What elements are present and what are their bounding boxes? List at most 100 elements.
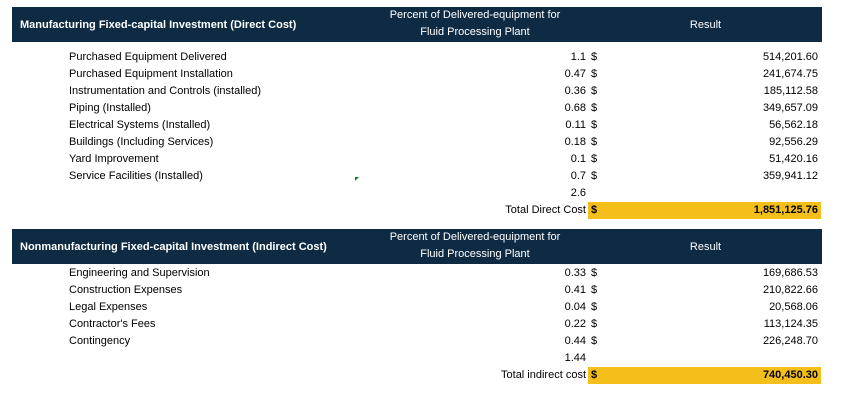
result-value: 359,941.12 — [762, 170, 818, 182]
cost-item-name[interactable]: Legal Expenses — [69, 301, 148, 313]
result-cell[interactable]: $226,248.70 — [588, 333, 821, 350]
result-cell[interactable]: $349,657.09 — [588, 100, 821, 117]
direct-total-label: Total Direct Cost — [505, 204, 586, 216]
table-row: Service Facilities (Installed) 0.7 $359,94… — [12, 168, 822, 185]
result-value: 210,822.66 — [762, 284, 818, 296]
direct-percent-header-line2: Fluid Processing Plant — [420, 26, 530, 38]
percent-factor[interactable]: 0.68 — [564, 102, 586, 114]
currency-symbol: $ — [591, 85, 598, 97]
result-value: 51,420.16 — [769, 153, 818, 165]
cost-item-name[interactable]: Purchased Equipment Installation — [69, 68, 233, 80]
result-cell[interactable]: $113,124.35 — [588, 316, 821, 333]
percent-factor[interactable]: 0.04 — [564, 301, 586, 313]
result-value: 92,556.29 — [769, 136, 818, 148]
indirect-pct-sum: 1.44 — [564, 352, 586, 364]
cost-item-name[interactable]: Service Facilities (Installed) — [69, 170, 203, 182]
direct-percent-header: Percent of Delivered-equipment for Fluid… — [361, 7, 589, 42]
percent-factor[interactable]: 0.7 — [570, 170, 586, 182]
table-row: Contingency 0.44 $226,248.70 — [12, 333, 822, 350]
indirect-category-header: Nonmanufacturing Fixed-capital Investmen… — [20, 240, 327, 253]
result-cell[interactable]: $92,556.29 — [588, 134, 821, 151]
cost-item-name[interactable]: Purchased Equipment Delivered — [69, 51, 227, 63]
indirect-percent-header-line2: Fluid Processing Plant — [420, 248, 530, 260]
cost-item-name[interactable]: Instrumentation and Controls (installed) — [69, 85, 261, 97]
table-row: Electrical Systems (Installed) 0.11 $56,56… — [12, 117, 822, 134]
direct-category-header: Manufacturing Fixed-capital Investment (… — [20, 18, 297, 31]
result-value: 113,124.35 — [763, 318, 818, 330]
indirect-cost-header: Nonmanufacturing Fixed-capital Investmen… — [12, 229, 822, 264]
result-value: 20,568.06 — [769, 301, 818, 313]
percent-factor[interactable]: 0.36 — [564, 85, 586, 97]
currency-symbol: $ — [591, 51, 598, 63]
currency-symbol: $ — [591, 102, 598, 114]
direct-total-cell[interactable]: $ 1,851,125.76 — [588, 202, 821, 219]
percent-factor[interactable]: 0.11 — [565, 119, 586, 131]
result-value: 226,248.70 — [762, 335, 818, 347]
result-value: 241,674.75 — [762, 68, 818, 80]
result-value: 514,201.60 — [762, 51, 818, 63]
percent-factor[interactable]: 1.1 — [570, 51, 586, 63]
indirect-total-currency: $ — [591, 369, 598, 381]
direct-result-header: Result — [689, 18, 722, 31]
result-cell[interactable]: $241,674.75 — [588, 66, 821, 83]
result-cell[interactable]: $169,686.53 — [588, 265, 821, 282]
direct-percent-header-line1: Percent of Delivered-equipment for — [389, 9, 561, 21]
direct-cost-header: Manufacturing Fixed-capital Investment (… — [12, 7, 822, 42]
currency-symbol: $ — [591, 267, 598, 279]
cost-item-name[interactable]: Piping (Installed) — [69, 102, 151, 114]
percent-factor[interactable]: 0.1 — [570, 153, 586, 165]
table-row: Yard Improvement 0.1 $51,420.16 — [12, 151, 822, 168]
direct-cost-rows: Purchased Equipment Delivered 1.1 $514,201… — [12, 49, 822, 185]
result-value: 56,562.18 — [769, 119, 818, 131]
result-cell[interactable]: $185,112.58 — [588, 83, 821, 100]
indirect-result-header: Result — [689, 240, 722, 253]
currency-symbol: $ — [591, 119, 598, 131]
table-row: Instrumentation and Controls (installed)… — [12, 83, 822, 100]
percent-factor[interactable]: 0.44 — [564, 335, 586, 347]
percent-factor[interactable]: 0.22 — [564, 318, 586, 330]
cell-error-indicator-icon — [355, 177, 359, 181]
indirect-total-cell[interactable]: $ 740,450.30 — [588, 367, 821, 384]
percent-factor[interactable]: 0.18 — [564, 136, 586, 148]
currency-symbol: $ — [591, 301, 598, 313]
table-row: Legal Expenses 0.04 $20,568.06 — [12, 299, 822, 316]
percent-factor[interactable]: 0.41 — [564, 284, 586, 296]
indirect-pct-sum-row: 1.44 — [12, 350, 822, 367]
currency-symbol: $ — [591, 136, 598, 148]
indirect-percent-header: Percent of Delivered-equipment for Fluid… — [361, 229, 589, 264]
direct-pct-sum: 2.6 — [570, 187, 586, 199]
percent-factor[interactable]: 0.33 — [564, 267, 586, 279]
result-value: 349,657.09 — [762, 102, 818, 114]
result-cell[interactable]: $20,568.06 — [588, 299, 821, 316]
currency-symbol: $ — [591, 153, 598, 165]
table-row: Buildings (Including Services) 0.18 $92,55… — [12, 134, 822, 151]
indirect-total-label: Total indirect cost — [501, 369, 586, 381]
currency-symbol: $ — [591, 170, 598, 182]
result-cell[interactable]: $56,562.18 — [588, 117, 821, 134]
cost-item-name[interactable]: Engineering and Supervision — [69, 267, 210, 279]
indirect-total-value: 740,450.30 — [762, 369, 818, 381]
result-cell[interactable]: $514,201.60 — [588, 49, 821, 66]
indirect-percent-header-line1: Percent of Delivered-equipment for — [389, 231, 561, 243]
result-cell[interactable]: $210,822.66 — [588, 282, 821, 299]
indirect-cost-rows: Engineering and Supervision 0.33 $169,686.… — [12, 265, 822, 350]
result-cell[interactable]: $359,941.12 — [588, 168, 821, 185]
result-cell[interactable]: $51,420.16 — [588, 151, 821, 168]
indirect-cost-table: Nonmanufacturing Fixed-capital Investmen… — [12, 229, 822, 384]
cost-item-name[interactable]: Contractor's Fees — [69, 318, 156, 330]
table-row: Engineering and Supervision 0.33 $169,686.… — [12, 265, 822, 282]
direct-pct-sum-row: 2.6 — [12, 185, 822, 202]
direct-cost-table: Manufacturing Fixed-capital Investment (… — [12, 7, 822, 219]
direct-total-currency: $ — [591, 204, 598, 216]
cost-item-name[interactable]: Electrical Systems (Installed) — [69, 119, 211, 131]
direct-total-row: Total Direct Cost $ 1,851,125.76 — [12, 202, 822, 219]
cost-item-name[interactable]: Construction Expenses — [69, 284, 183, 296]
percent-factor[interactable]: 0.47 — [564, 68, 586, 80]
indirect-total-row: Total indirect cost $ 740,450.30 — [12, 367, 822, 384]
cost-item-name[interactable]: Yard Improvement — [69, 153, 159, 165]
result-value: 185,112.58 — [763, 85, 818, 97]
table-row: Piping (Installed) 0.68 $349,657.09 — [12, 100, 822, 117]
cost-item-name[interactable]: Buildings (Including Services) — [69, 136, 214, 148]
direct-total-value: 1,851,125.76 — [753, 204, 818, 216]
cost-item-name[interactable]: Contingency — [69, 335, 131, 347]
